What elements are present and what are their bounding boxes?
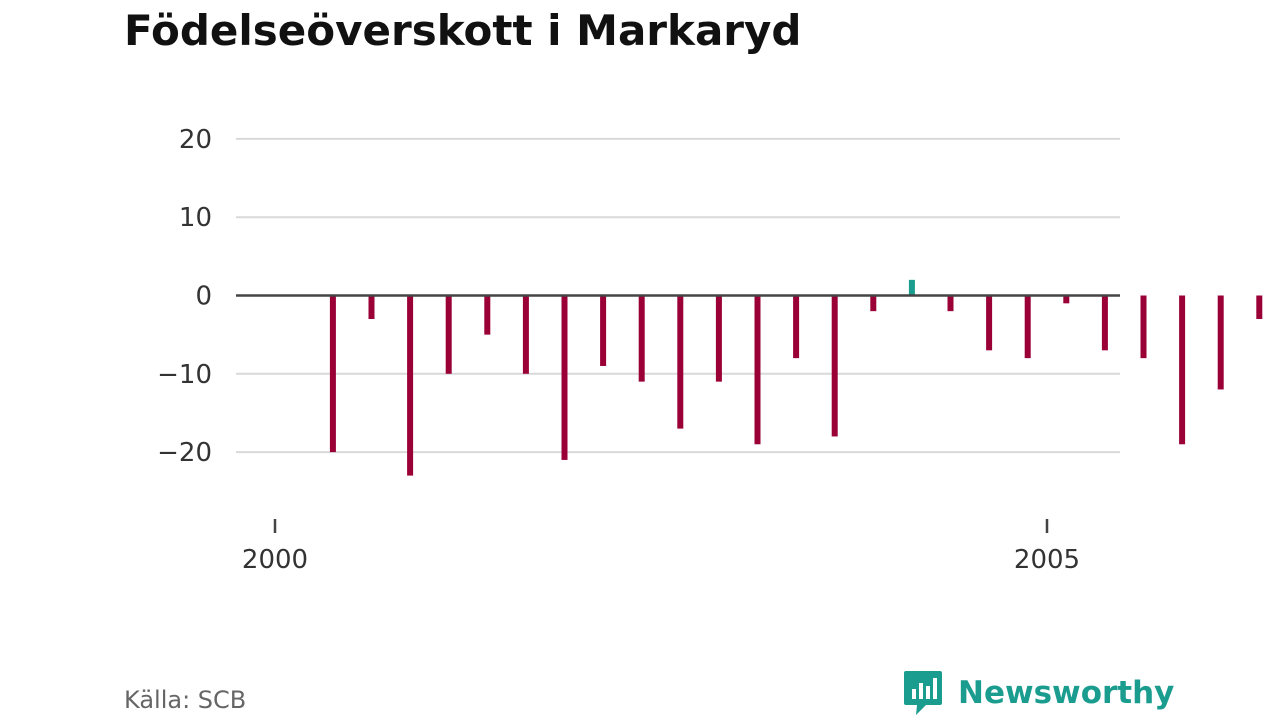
newsworthy-logo-icon: [904, 671, 942, 715]
bar: [561, 295, 568, 460]
bar: [870, 295, 877, 312]
bar: [600, 295, 607, 366]
bar: [1256, 295, 1263, 319]
bar: [407, 295, 414, 476]
bar: [908, 279, 915, 296]
bar: [1179, 295, 1186, 445]
bar: [638, 295, 645, 382]
y-tick-label: 10: [179, 203, 212, 233]
bar: [793, 295, 800, 359]
bar: [1217, 295, 1224, 390]
bar: [1063, 295, 1070, 304]
y-tick-label: 0: [195, 282, 212, 312]
y-tick-label: −20: [157, 438, 212, 468]
y-tick-label: 20: [179, 125, 212, 155]
bar: [831, 295, 838, 437]
brand-logo[interactable]: Newsworthy: [902, 668, 1174, 718]
source-note: Källa: SCB: [124, 686, 247, 714]
chart-title: Födelseöverskott i Markaryd: [124, 6, 802, 55]
y-tick-label: −10: [157, 360, 212, 390]
bar: [522, 295, 529, 374]
bar-series: [329, 279, 1263, 476]
bar: [329, 295, 336, 453]
brand-name: Newsworthy: [958, 675, 1175, 711]
bar: [1024, 295, 1031, 359]
bar: [986, 295, 993, 351]
bar: [677, 295, 684, 429]
bar: [754, 295, 761, 445]
x-tick-label: 2000: [242, 545, 308, 575]
bar: [715, 295, 722, 382]
bar: [1140, 295, 1147, 359]
bar: [368, 295, 375, 319]
bar: [484, 295, 491, 335]
x-tick-label: 2005: [1014, 545, 1080, 575]
bar: [947, 295, 954, 312]
bar: [1101, 295, 1108, 351]
bar: [445, 295, 452, 374]
